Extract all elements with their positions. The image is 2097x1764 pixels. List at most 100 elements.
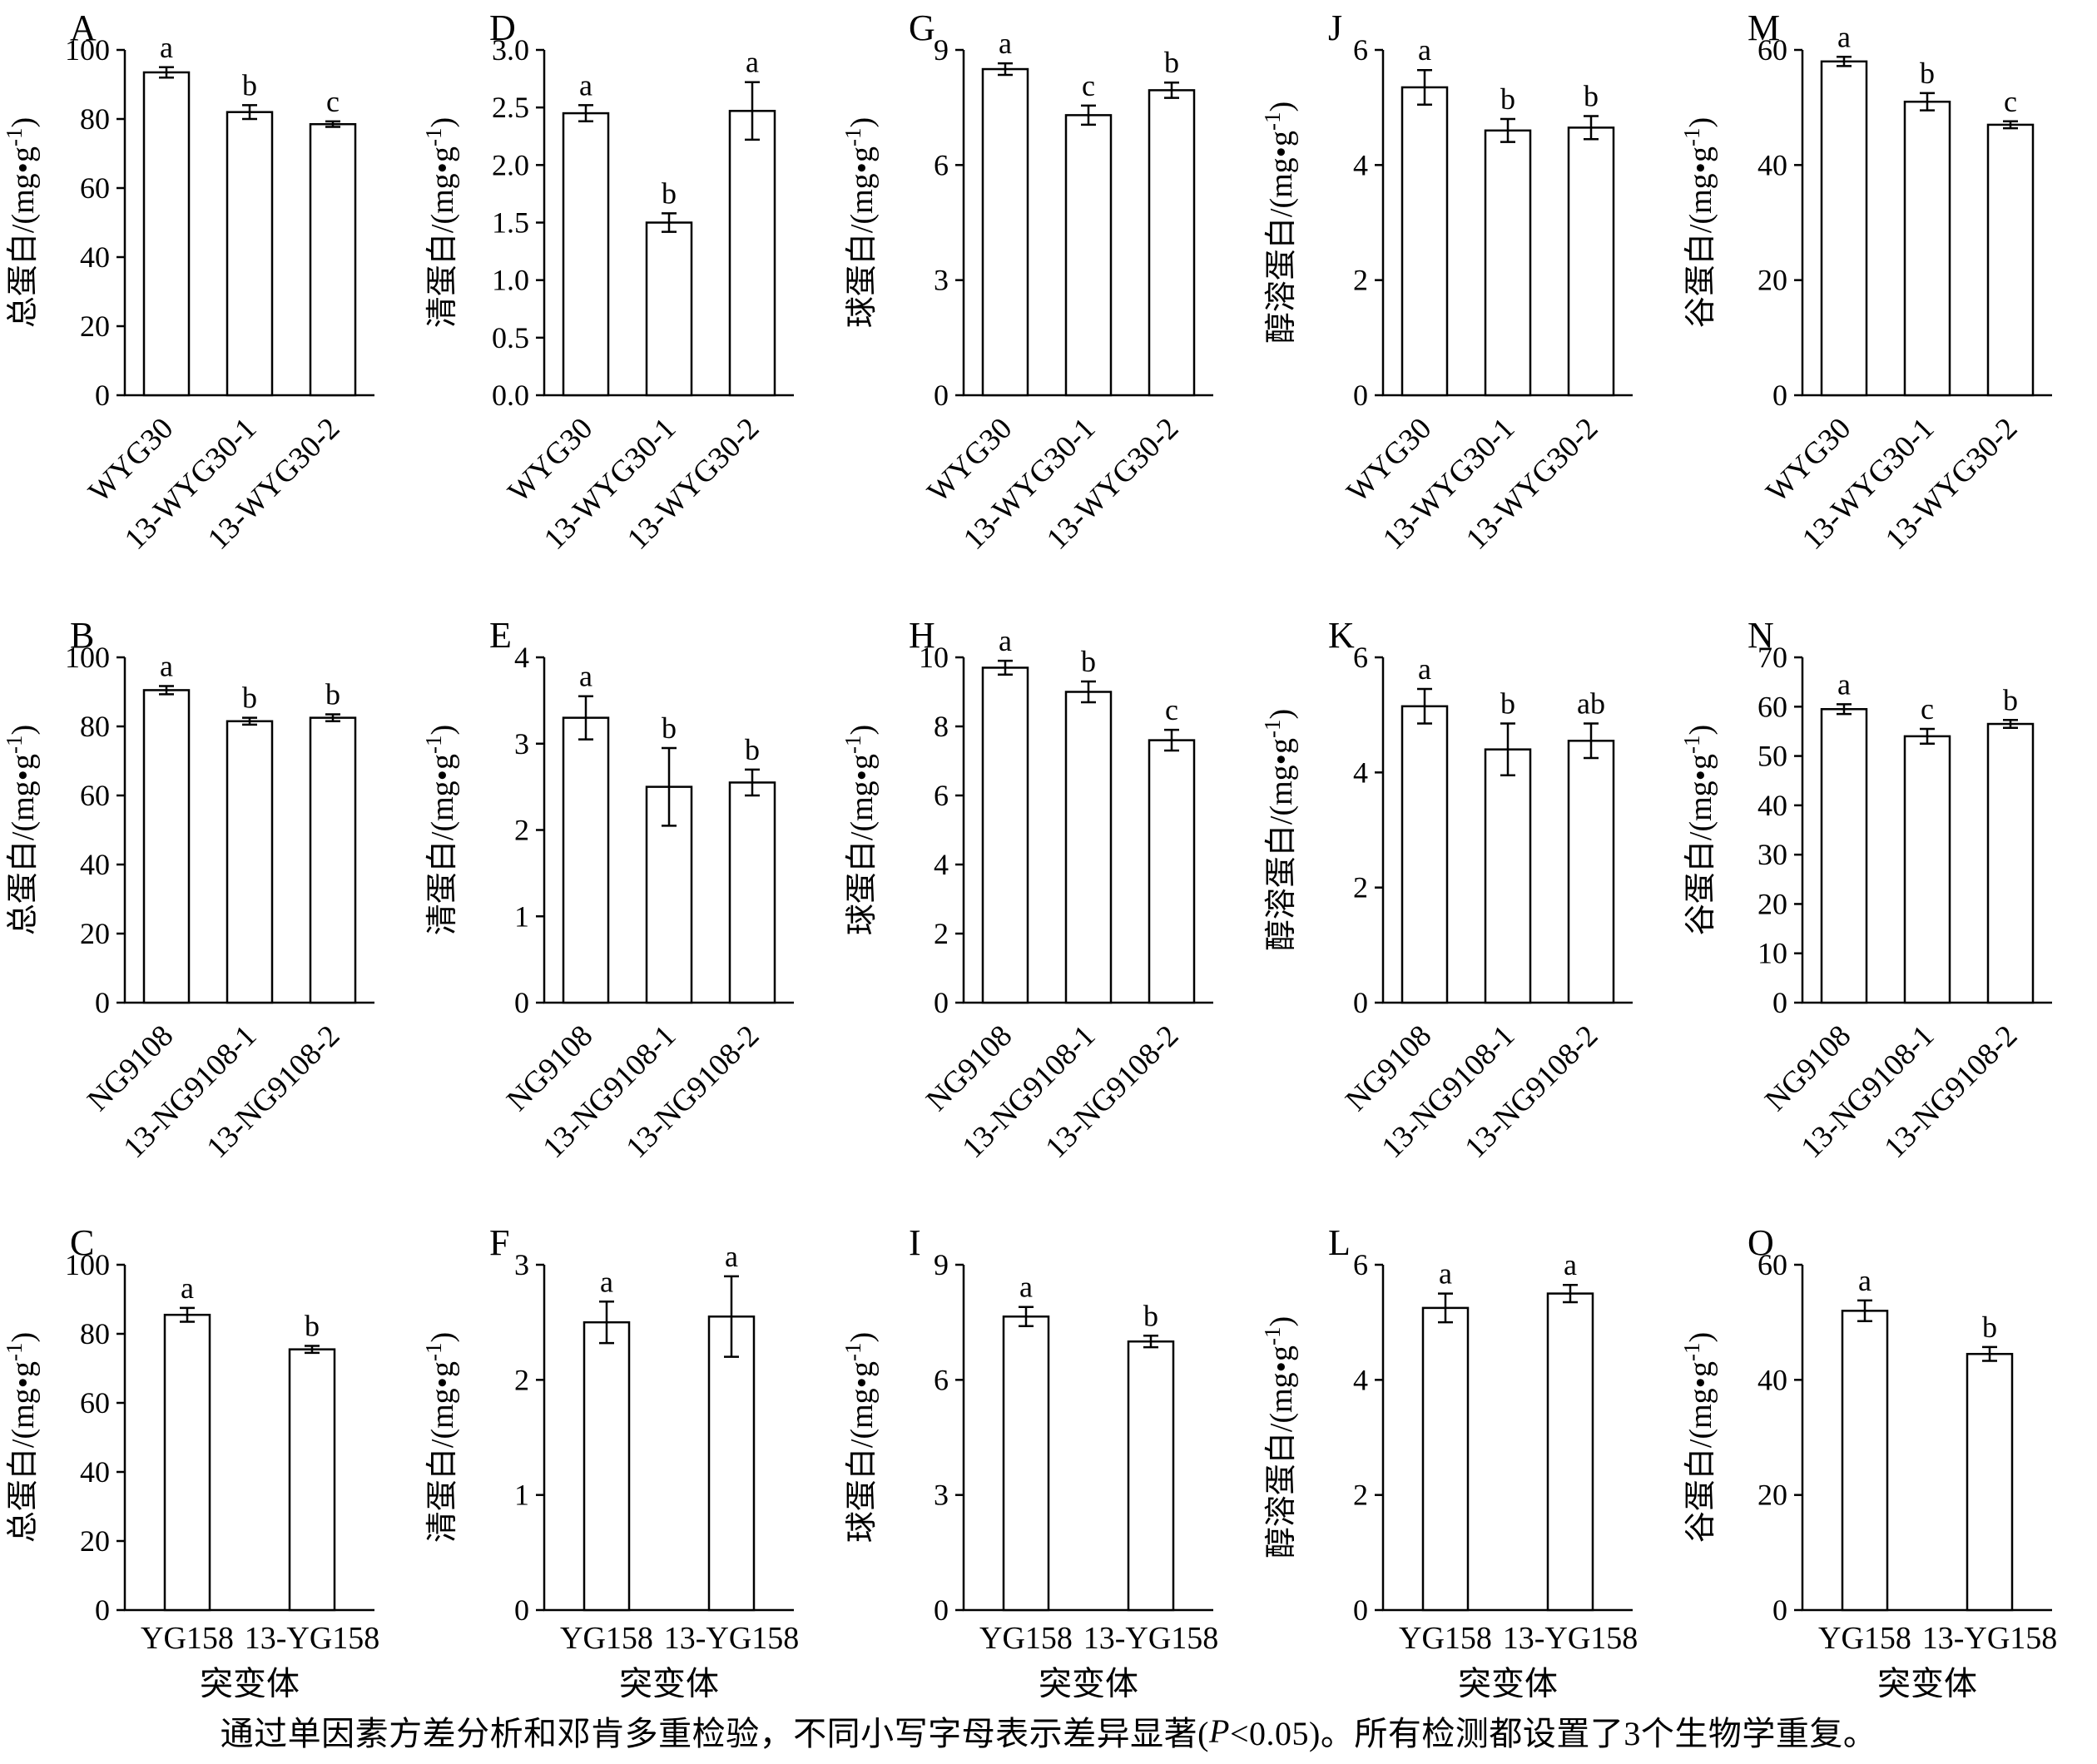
error-bar: [1417, 687, 1432, 725]
y-axis-label: 球蛋白/(mg•g-1): [840, 725, 880, 935]
bar-13-NG9108-1: [1484, 748, 1532, 1004]
y-tick-label: 80: [80, 102, 110, 136]
error-bar: [1438, 1292, 1453, 1324]
sig-letter: a: [181, 1271, 194, 1305]
error-bar: [599, 1301, 614, 1345]
y-tick-label: 6: [1353, 1248, 1368, 1281]
y-tick-label: 20: [80, 917, 110, 950]
y-tick-label: 70: [1757, 641, 1787, 674]
y-tick-label: 0: [1772, 1593, 1787, 1627]
y-tick-label: 20: [1757, 264, 1787, 297]
sig-letter: a: [1418, 33, 1431, 67]
figure-caption: 通过单因素方差分析和邓肯多重检验，不同小写字母表示差异显著(P <0.05)。所有…: [0, 1697, 2097, 1764]
y-tick-label: 2: [1353, 264, 1368, 297]
y-tick-label: 4: [1353, 148, 1368, 181]
bar-NG9108: [142, 689, 191, 1004]
error-bar: [1417, 68, 1432, 106]
y-axis-ticks: 0 3 6 9: [934, 33, 964, 412]
y-tick-label: 0: [1353, 379, 1368, 412]
y-tick-label: 2: [1353, 871, 1368, 904]
sig-letter: b: [662, 711, 677, 745]
y-tick-label: 9: [934, 33, 949, 67]
axes: [1381, 1265, 1633, 1612]
y-tick-label: 0.5: [492, 321, 529, 354]
bar-13-WYG30-1: [1903, 101, 1951, 397]
bar-13-WYG30-1: [1484, 129, 1532, 397]
y-tick-label: 40: [1757, 148, 1787, 181]
bar-13-YG158: [1127, 1340, 1175, 1612]
panel-letter: F: [489, 1222, 509, 1263]
panel-letter: I: [909, 1222, 921, 1263]
sig-letter: b: [1164, 46, 1179, 79]
y-axis-ticks: 0 20 40 60 80 100: [65, 1248, 125, 1627]
bar-13-NG9108-2: [1148, 739, 1196, 1004]
sig-letter: a: [579, 660, 592, 693]
bar-13-YG158: [288, 1348, 336, 1612]
sig-letter: b: [662, 176, 677, 210]
y-tick-label: 0: [934, 986, 949, 1019]
y-tick-label: 6: [1353, 33, 1368, 67]
y-axis-label: 谷蛋白/(mg•g-1): [1679, 1332, 1718, 1543]
bar-NG9108: [1400, 705, 1449, 1004]
error-bar: [1837, 56, 1852, 67]
y-tick-label: 2.5: [492, 91, 529, 124]
axes: [1801, 1265, 2052, 1612]
y-tick-label: 9: [934, 1248, 949, 1281]
y-tick-label: 0: [1353, 1593, 1368, 1627]
y-axis-label: 醇溶蛋白/(mg•g-1): [1260, 1316, 1299, 1558]
sig-letter: a: [1564, 1248, 1577, 1281]
caption-text-pre: 通过单因素方差分析和邓肯多重检验，不同小写字母表示差异显著(: [220, 1715, 1209, 1752]
sig-letter: b: [1920, 57, 1935, 90]
error-bar: [325, 120, 340, 128]
sig-letter: b: [1584, 80, 1599, 113]
y-tick-label: 1: [514, 899, 529, 933]
y-tick-label: 4: [934, 848, 949, 881]
sig-letter: b: [325, 677, 340, 711]
y-tick-label: 40: [80, 240, 110, 274]
sig-letter: b: [242, 681, 257, 715]
bar-13-NG9108-1: [226, 720, 274, 1004]
bar-13-WYG30-1: [226, 111, 274, 397]
y-axis-ticks: 0 20 40 60 80 100: [65, 641, 125, 1019]
y-axis-ticks: 0 2 4 6: [1353, 641, 1383, 1019]
bar-13-YG158: [707, 1316, 756, 1612]
y-axis-label: 球蛋白/(mg•g-1): [840, 1332, 880, 1543]
error-bar: [325, 713, 340, 723]
chart-panel-n: N010203040506070谷蛋白/(mg•g-1)aNG9108c13-N…: [1679, 615, 2052, 1165]
y-axis-ticks: 0 20 40 60: [1757, 1248, 1802, 1627]
error-bar: [745, 768, 760, 797]
y-tick-label: 2.0: [492, 148, 529, 181]
x-axis-label: 突变体: [200, 1665, 300, 1697]
bar-13-NG9108-2: [309, 716, 357, 1004]
chart-panel-e: E01234清蛋白/(mg•g-1)aNG9108b13-NG9108-1b13…: [421, 615, 794, 1165]
y-tick-label: 2: [1353, 1479, 1368, 1512]
panel-letter: A: [70, 7, 97, 48]
error-bar: [1164, 728, 1179, 752]
bar-13-NG9108-1: [1064, 691, 1113, 1004]
caption-p-italic: P: [1209, 1712, 1230, 1750]
error-bar: [159, 685, 174, 696]
x-axis-label: 突变体: [1039, 1665, 1138, 1697]
sig-letter: b: [1500, 687, 1515, 721]
x-axis-label: 突变体: [619, 1665, 719, 1697]
y-tick-label: 4: [1353, 756, 1368, 789]
error-bar: [1143, 1335, 1158, 1349]
error-bar: [2003, 120, 2018, 130]
error-bar: [242, 104, 257, 121]
y-tick-label: 1.5: [492, 206, 529, 240]
error-bar: [998, 659, 1013, 676]
y-tick-label: 60: [80, 171, 110, 205]
y-tick-label: 60: [1757, 1248, 1787, 1281]
bar-WYG30: [1820, 60, 1868, 397]
y-tick-label: 60: [80, 1386, 110, 1420]
y-tick-label: 1: [514, 1479, 529, 1512]
error-bar: [578, 695, 593, 741]
sig-letter: c: [2004, 85, 2017, 118]
sig-letter: a: [1858, 1264, 1871, 1297]
y-axis-ticks: 0 20 40 60 80 100: [65, 33, 125, 412]
panel-letter: H: [909, 615, 935, 656]
chart-grid: A 0 20 40 60 80 100 总蛋白/(mg•g-1) a WYG30 b 13-WYG30…: [2, 7, 2057, 1697]
bar-YG158: [163, 1313, 211, 1612]
x-tick-label: YG158: [141, 1621, 234, 1656]
